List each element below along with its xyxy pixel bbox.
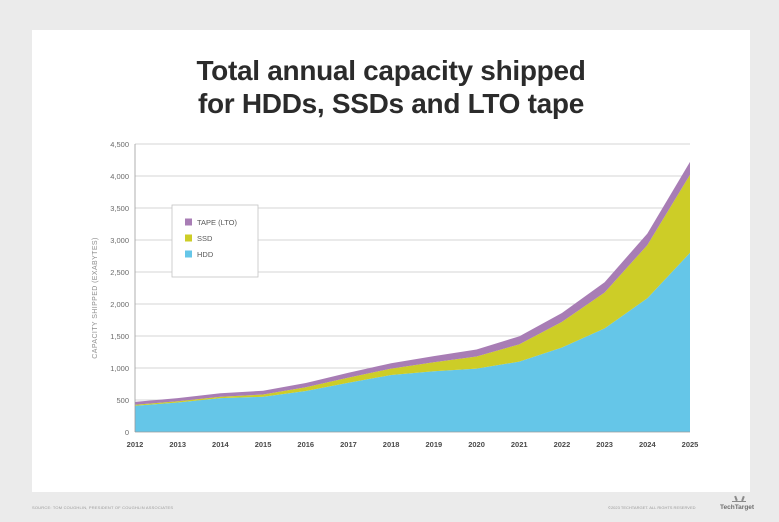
legend-label-ssd: SSD <box>197 234 213 243</box>
legend-label-tape-lto: TAPE (LTO) <box>197 218 238 227</box>
x-tick-label-2018: 2018 <box>383 440 400 449</box>
chart-title-line-1: Total annual capacity shipped <box>196 55 586 86</box>
x-tick-label-2020: 2020 <box>468 440 485 449</box>
legend-label-hdd: HDD <box>197 250 214 259</box>
y-tick-label-2: 1,000 <box>110 364 129 373</box>
y-tick-label-8: 4,000 <box>110 172 129 181</box>
brand-logo: TechTarget <box>720 496 770 516</box>
x-tick-label-2016: 2016 <box>297 440 314 449</box>
y-tick-label-1: 500 <box>116 396 129 405</box>
x-tick-label-2015: 2015 <box>255 440 272 449</box>
x-tick-label-2022: 2022 <box>554 440 571 449</box>
x-tick-label-2021: 2021 <box>511 440 528 449</box>
x-tick-label-2014: 2014 <box>212 440 230 449</box>
x-tick-label-2024: 2024 <box>639 440 657 449</box>
y-tick-label-4: 2,000 <box>110 300 129 309</box>
chart-title: Total annual capacity shipped for HDDs, … <box>32 54 750 120</box>
x-tick-label-2019: 2019 <box>426 440 443 449</box>
source-note: SOURCE: TOM COUGHLIN, PRESIDENT OF COUGH… <box>32 505 174 510</box>
legend-swatch-tape-lto <box>185 218 192 226</box>
chart-title-line-2: for HDDs, SSDs and LTO tape <box>197 88 585 119</box>
legend-box <box>171 204 259 278</box>
y-axis-title: CAPACITY SHIPPED (EXABYTES) <box>92 237 99 358</box>
brand-name: TechTarget <box>720 504 755 511</box>
series-area-ssd <box>135 174 690 406</box>
series-area-hdd <box>135 252 690 432</box>
y-tick-label-9: 4,500 <box>110 140 129 149</box>
y-tick-label-6: 3,000 <box>110 236 129 245</box>
x-tick-label-2017: 2017 <box>340 440 357 449</box>
x-tick-label-2012: 2012 <box>127 440 144 449</box>
copyright-note: ©2023 TECHTARGET. ALL RIGHTS RESERVED <box>608 505 696 510</box>
y-tick-label-3: 1,500 <box>110 332 129 341</box>
legend-swatch-hdd <box>185 250 192 258</box>
x-tick-label-2025: 2025 <box>682 440 699 449</box>
legend-swatch-ssd <box>185 234 192 242</box>
brand-logo-icon <box>732 496 746 502</box>
y-tick-label-0: 0 <box>125 428 129 437</box>
y-tick-label-7: 3,500 <box>110 204 129 213</box>
x-tick-label-2023: 2023 <box>596 440 613 449</box>
y-tick-label-5: 2,500 <box>110 268 129 277</box>
x-tick-label-2013: 2013 <box>169 440 186 449</box>
